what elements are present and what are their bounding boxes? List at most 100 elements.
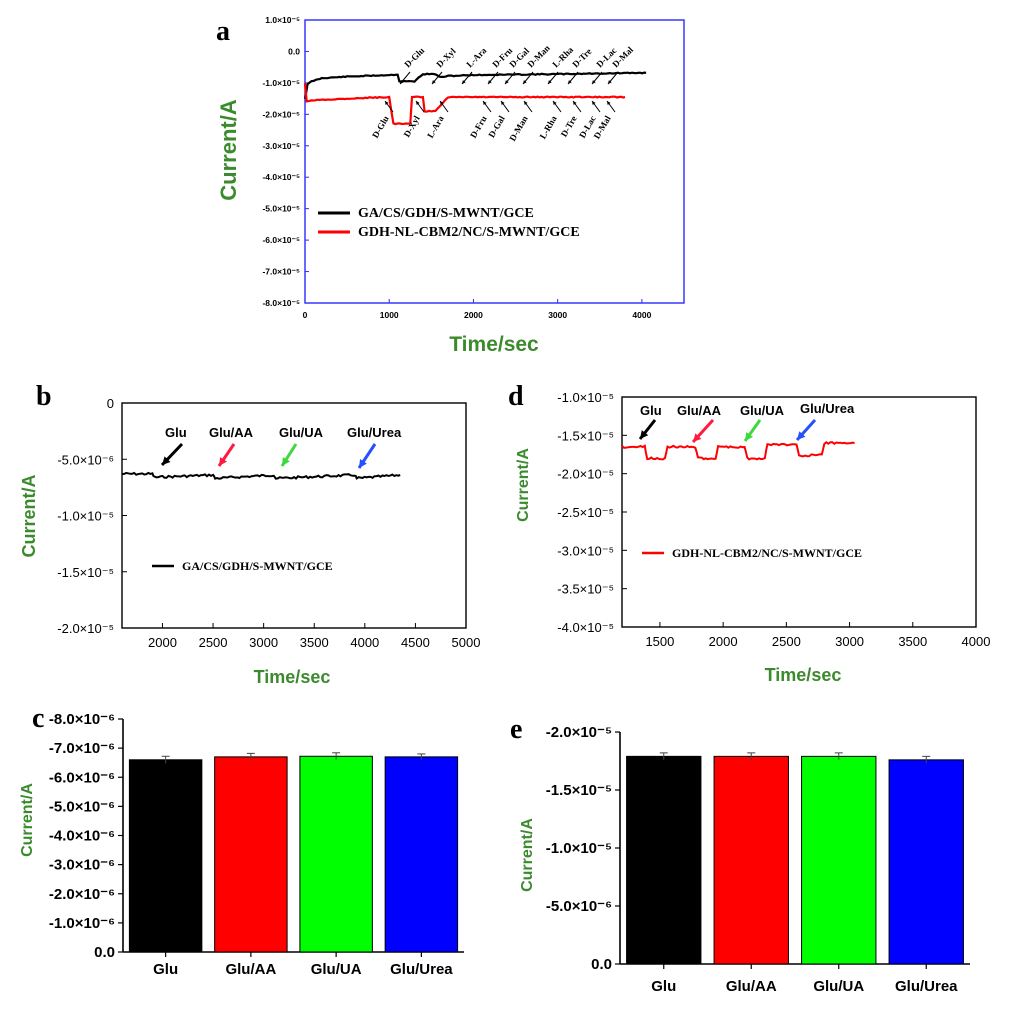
panel-d-xtick-label: 1500 [645,634,674,649]
panel-letter-e: e [510,714,522,745]
panel-b-ytick-label: -1.5×10⁻⁵ [57,565,114,580]
panel-e-ylabel: Current/A [519,818,536,892]
panel-a-ylabel: Current/A [216,99,241,201]
panel-b-ytick-label: -2.0×10⁻⁵ [57,621,114,636]
panel-c-category-label: Glu/AA [225,961,276,978]
panel-d-xtick-label: 3000 [835,634,864,649]
panel-d-legend-label: GDH-NL-CBM2/NC/S-MWNT/GCE [672,546,862,560]
panel-a-black-arrow-head [505,80,509,84]
panel-b-xtick-label: 5000 [452,635,481,650]
panel-b-xlabel: Time/sec [254,667,331,687]
panel-letter-a: a [216,16,230,47]
panel-letter-c: c [32,703,44,734]
panel-a-black-annotation: D-Glu [402,45,426,69]
panel-d-xtick-label: 2500 [772,634,801,649]
panel-a-red-arrow-head [385,101,389,105]
panel-c-bar [299,755,373,953]
panel-a-xtick-label: 1000 [380,310,399,320]
panel-d-annotation-label: Glu/AA [677,403,722,418]
panel-e-bar [626,755,702,965]
panel-a-red-arrow-head [592,101,596,105]
panel-b-annotation-arrow-head [219,457,227,466]
panel-a-red-arrow-head [607,101,611,105]
panel-a-xtick-label: 4000 [632,310,651,320]
panel-a-red-annotation: D-Tre [559,114,579,139]
panel-b-annotation-label: Glu [165,425,187,440]
panel-b-xtick-label: 3000 [249,635,278,650]
panel-c-ytick-label: -4.0×10⁻⁶ [49,828,115,845]
panel-a-legend-label: GDH-NL-CBM2/NC/S-MWNT/GCE [358,225,580,240]
panel-a-red-arrow-head [573,101,577,105]
panel-letter-b: b [36,381,52,412]
panel-e-category-label: Glu/UA [813,978,864,995]
panel-a-legend-label: GA/CS/GDH/S-MWNT/GCE [358,206,534,221]
panel-e-chart: Current/A -2.0×10⁻⁵ -1.5×10⁻⁵ -1.0×10⁻⁵ -5.… [519,724,970,995]
panel-a-red-arrow-head [524,101,528,105]
panel-d-ytick-label: -1.5×10⁻⁵ [557,428,614,443]
panel-d-annotation-label: Glu [640,403,662,418]
panel-e-bar [801,755,877,965]
panel-b-ytick-label: -5.0×10⁻⁶ [57,452,114,467]
panel-b-xtick-label: 2500 [199,635,228,650]
panel-d-ytick-label: -4.0×10⁻⁵ [557,620,614,635]
panel-d-annotation-arrow-head [797,431,806,440]
panel-d-series-line [621,441,855,461]
panel-a-xlabel: Time/sec [449,333,539,356]
panel-d-annotation-label: Glu/UA [740,403,785,418]
panel-a-black-annotation: L-Rha [550,44,575,69]
panel-a-ytick-label: 0.0 [288,46,300,56]
panel-c-category-label: Glu/Urea [390,961,453,978]
panel-d-annotation-arrow-head [693,433,702,442]
panel-a-frame [304,19,685,304]
panel-a-ytick-label: -6.0×10⁻⁵ [262,235,300,245]
panel-e-category-label: Glu/Urea [895,978,958,995]
panel-e-ytick-label: -2.0×10⁻⁵ [546,724,612,741]
panel-d-frame [621,396,977,628]
panel-a-black-arrow-head [548,80,552,84]
panel-a-black-arrow-head [462,80,466,84]
panel-e-bar [713,755,789,965]
panel-e-ytick-label: -1.5×10⁻⁵ [546,782,612,799]
panel-a-red-arrow-head [440,101,444,105]
panel-a-ytick-label: -5.0×10⁻⁵ [262,204,300,214]
panel-c-bar [128,759,203,953]
panel-c-category-label: Glu [153,961,178,978]
panel-b-annotation-arrow-head [359,459,367,468]
panel-e-ytick-label: -5.0×10⁻⁶ [546,898,612,915]
panel-a-ytick-label: -4.0×10⁻⁵ [262,172,300,182]
panel-a-red-arrow-head [416,101,420,105]
panel-b-chart: Current/A Time/sec 0 -5.0×10⁻⁶ -1.0×10⁻⁵ -1… [19,396,480,687]
panel-a-red-arrow-head [483,101,487,105]
panel-d-ytick-label: -3.0×10⁻⁵ [557,543,614,558]
panel-c-bar [384,756,459,953]
panel-c-ytick-label: -5.0×10⁻⁶ [49,798,115,815]
panel-a-red-annotation: L-Rha [538,114,559,141]
panel-b-annotation-label: Glu/Urea [347,425,402,440]
panel-c-ytick-label: -6.0×10⁻⁶ [49,769,115,786]
panel-b-annotation-label: Glu/AA [209,425,254,440]
panel-a-red-annotation: L-Ara [425,114,446,140]
panel-a-ytick-label: -3.0×10⁻⁵ [262,141,300,151]
panel-e-category-label: Glu [651,978,676,995]
panel-a-series-line [303,83,626,126]
panel-a-red-annotation: D-Gal [486,114,507,140]
panel-b-annotation-arrow-head [162,456,171,465]
panel-e-category-label: Glu/AA [726,978,777,995]
panel-a-black-annotation: D-Tre [570,46,593,69]
panel-d-chart: Current/A Time/sec -1.0×10⁻⁵ -1.5×10⁻⁵ -2.… [515,390,990,685]
panel-a-red-annotation: D-Glu [370,114,391,140]
panel-a-xtick-label: 3000 [548,310,567,320]
panel-a-red-annotation: D-Xyl [402,114,422,139]
panel-b-series-line [121,471,401,480]
panel-b-xtick-label: 4500 [401,635,430,650]
panel-b-xtick-label: 4000 [350,635,379,650]
panel-a-black-annotation: D-Man [525,43,552,70]
panel-a-black-arrow-head [523,80,527,84]
panel-a-series-line [303,71,647,99]
panel-a-black-arrow-head [608,80,612,84]
panel-a-ytick-label: 1.0×10⁻⁵ [265,15,300,25]
panel-a-black-annotation: D-Xyl [434,46,458,70]
panel-a-xtick-label: 2000 [464,310,483,320]
panel-d-xtick-label: 3500 [898,634,927,649]
